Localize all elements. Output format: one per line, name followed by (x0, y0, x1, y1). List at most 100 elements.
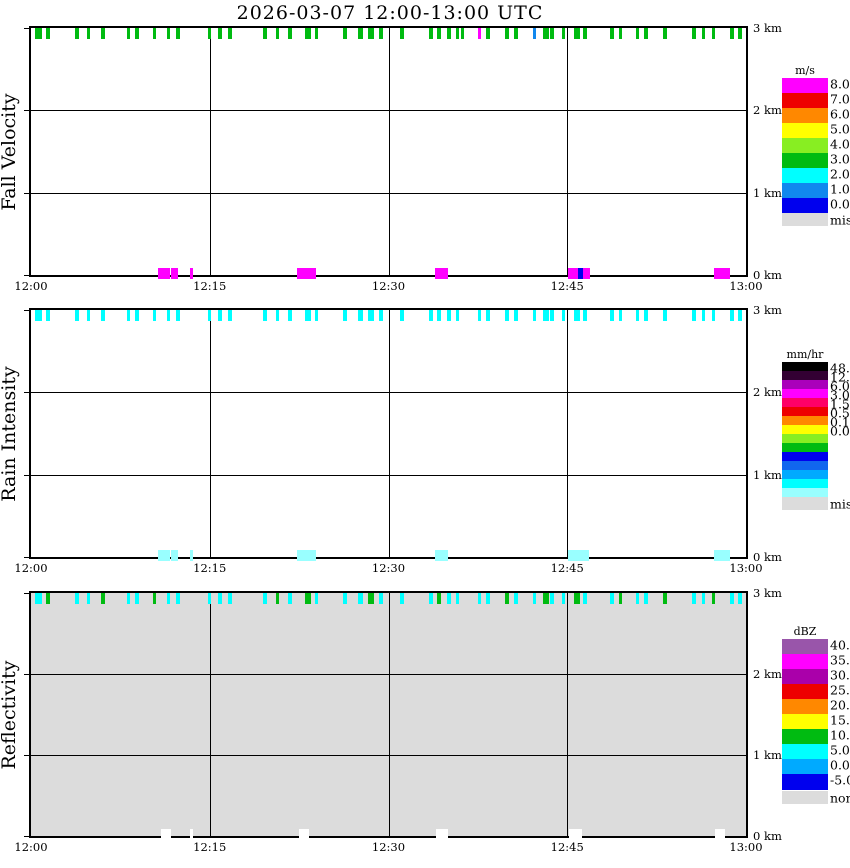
data-cell-upper (574, 310, 581, 321)
data-cell-upper (532, 28, 536, 39)
x-axis-label: 12:45 (550, 279, 584, 293)
data-cell-upper (550, 28, 554, 39)
data-cell-upper (437, 310, 441, 321)
data-cell-upper (86, 310, 91, 321)
data-cell-upper (35, 310, 43, 321)
data-cell-upper (207, 28, 212, 39)
data-cell-upper (542, 28, 549, 39)
data-cell-upper (477, 310, 482, 321)
colorbar-reflectivity: dBZ 40.035.030.025.020.015.010.05.00.0-5.… (782, 625, 850, 790)
data-cell-upper (152, 593, 157, 604)
data-cell-upper (437, 28, 441, 39)
colorbar-missing-swatch (782, 213, 828, 226)
gridline-vertical (209, 591, 211, 838)
data-cell-upper (455, 28, 460, 39)
data-cell-upper (176, 28, 180, 39)
data-cell-upper (505, 28, 509, 39)
data-cell-upper (582, 28, 587, 39)
data-cell-lower (296, 550, 310, 561)
data-cell-upper (635, 310, 640, 321)
data-cell-upper (357, 28, 364, 39)
data-cell-upper (738, 28, 742, 39)
y-axis-label: 2 km (753, 667, 782, 681)
data-cell-lower (723, 550, 731, 561)
y-tick-mark (24, 310, 29, 311)
colorbar-missing-label: miss (830, 212, 850, 228)
data-cell-upper (730, 310, 734, 321)
colorbar-swatch (782, 654, 828, 670)
panel-reflectivity: 3 km 2 km 1 km 0 km 12:00 12:15 12:30 12:45 13:0… (14, 586, 781, 854)
data-cell-upper (304, 28, 311, 39)
data-cell-upper (738, 310, 742, 321)
data-cell-lower (569, 829, 583, 840)
data-cell-upper (343, 310, 348, 321)
y-axis-label: 3 km (753, 21, 782, 35)
x-axis-label: 12:00 (14, 279, 48, 293)
data-cell-lower (189, 829, 194, 840)
y-tick-mark (24, 593, 29, 594)
data-cell-upper (532, 593, 537, 604)
data-cell-upper (101, 310, 105, 321)
colorbar-swatch (782, 699, 828, 715)
data-cell-upper (486, 28, 491, 39)
colorbar-tick-label: 0.0 (830, 423, 850, 439)
colorbar-swatch (782, 729, 828, 745)
colorbar-swatch (782, 774, 828, 790)
y-tick-mark (24, 836, 29, 837)
data-cell-upper (46, 28, 50, 39)
data-cell-upper (692, 310, 696, 321)
data-cell-upper (368, 310, 375, 321)
data-cell-upper (126, 28, 131, 39)
data-cell-lower (713, 550, 726, 561)
colorbar-unit-label: m/s (795, 64, 815, 77)
colorbar-tick-label: 8.0 (830, 76, 850, 92)
data-cell-upper (477, 593, 482, 604)
data-cell-upper (207, 310, 212, 321)
data-cell-upper (218, 593, 222, 604)
data-cell-lower (299, 829, 310, 840)
data-cell-upper (550, 593, 554, 604)
data-cell-upper (542, 310, 549, 321)
colorbar-tick-label: 2.0 (830, 166, 850, 182)
colorbar-tick-label: 15.0 (830, 712, 850, 728)
y-axis-label: 2 km (753, 103, 782, 118)
colorbar-tick-label: 0.1 (830, 414, 850, 430)
colorbar-fall-velocity: m/s 8.0 7.0 6.0 5.0 4.0 3.0 2.0 1.0 0.0 (782, 64, 850, 214)
colorbar-swatch (782, 362, 828, 372)
data-cell-lower (713, 268, 726, 279)
colorbar-swatch (782, 407, 828, 417)
data-cell-upper (101, 28, 105, 39)
colorbar-tick-label: 5.0 (830, 742, 850, 758)
gridline-vertical (209, 26, 211, 277)
data-cell-upper (635, 28, 640, 39)
data-cell-lower (171, 268, 179, 279)
data-cell-upper (610, 28, 614, 39)
colorbar-missing-swatch (782, 497, 828, 510)
data-cell-upper (574, 593, 581, 604)
data-cell-lower (567, 550, 584, 561)
data-cell-upper (275, 593, 280, 604)
colorbar-swatch (782, 138, 828, 154)
data-cell-upper (166, 593, 171, 604)
data-cell-upper (711, 28, 716, 39)
colorbar-swatch (782, 168, 828, 184)
colorbar-swatch (782, 452, 828, 462)
data-cell-upper (207, 593, 212, 604)
gridline-vertical (567, 26, 569, 277)
data-cell-upper (663, 28, 667, 39)
data-cell-upper (447, 310, 451, 321)
colorbar-tick-label: 35.0 (830, 652, 850, 668)
data-cell-upper (263, 310, 267, 321)
data-cell-upper (399, 28, 404, 39)
data-cell-upper (357, 310, 364, 321)
colorbar-tick-label: 30.0 (830, 667, 850, 683)
colorbar-tick-label: 0.0 (830, 757, 850, 773)
gridline-vertical (388, 591, 390, 838)
data-cell-upper (75, 310, 79, 321)
data-cell-upper (152, 28, 157, 39)
colorbar-tick-label: -5.0 (830, 772, 850, 788)
data-cell-upper (701, 28, 706, 39)
colorbar-swatch (782, 684, 828, 700)
colorbar-tick-label: 6.0 (830, 106, 850, 122)
data-cell-upper (701, 310, 706, 321)
